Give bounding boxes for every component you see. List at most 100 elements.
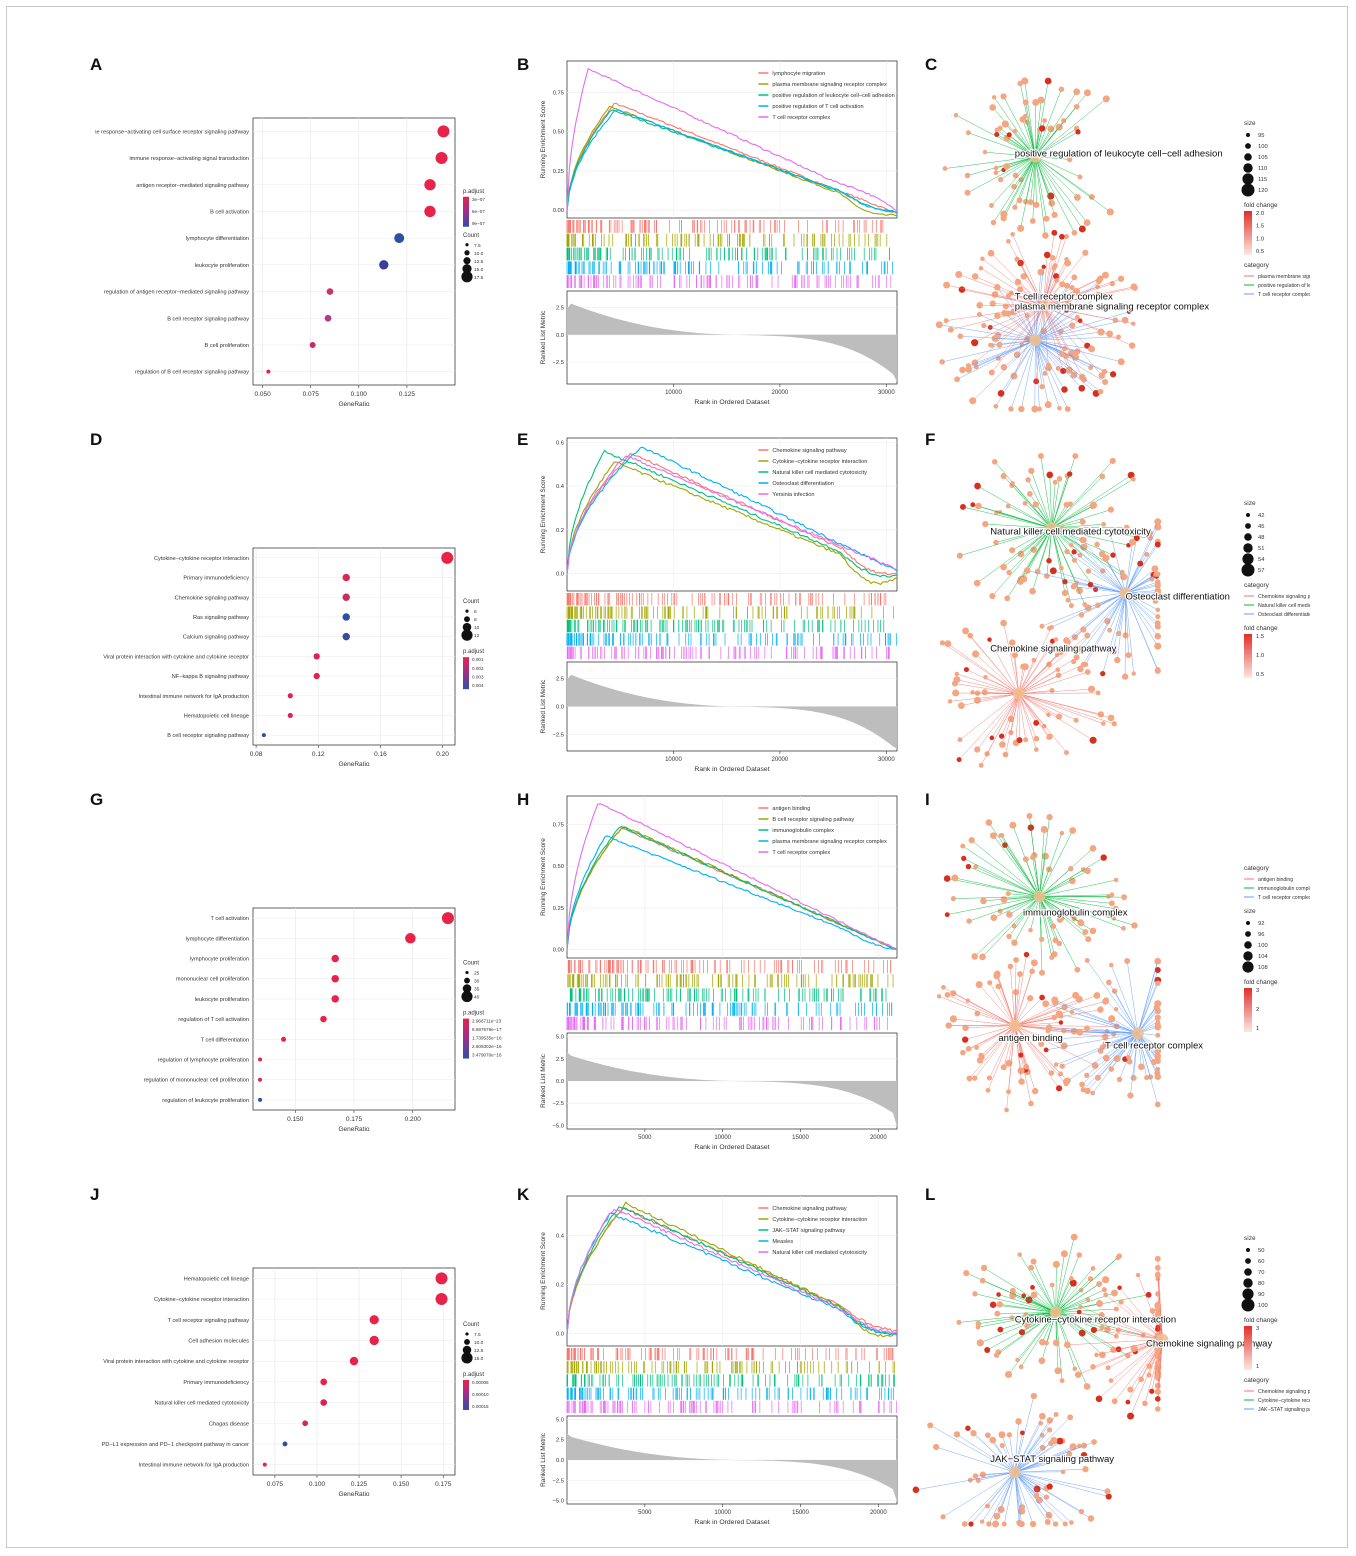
network-edge (996, 129, 1036, 157)
gene-node (979, 1519, 985, 1524)
network-edge (1051, 527, 1086, 605)
network-edge (1035, 340, 1049, 405)
panel-letter-e: E (517, 430, 529, 449)
network-edge (1105, 557, 1126, 594)
gene-node (1060, 367, 1067, 375)
network-edge (1032, 857, 1040, 897)
network-edge (942, 642, 1020, 694)
gene-node (1072, 1366, 1078, 1372)
network-edge (1055, 1312, 1114, 1350)
gene-node (1087, 581, 1094, 588)
gene-node (1044, 401, 1052, 409)
legend-tick: 10.0 (474, 251, 484, 257)
gene-node (1138, 1063, 1145, 1071)
network-edge (990, 305, 1044, 328)
network-edge (1073, 586, 1126, 594)
network-edge (1012, 483, 1052, 529)
data-point (424, 179, 436, 191)
x-tick-label: 20000 (772, 757, 789, 763)
gene-node (1030, 1392, 1038, 1400)
network-edge (1051, 527, 1075, 561)
gene-node (1074, 645, 1082, 653)
gene-node (965, 1425, 971, 1431)
network-edge (965, 1025, 1015, 1029)
gene-node (1113, 1306, 1119, 1312)
legend-tick: 54 (1258, 557, 1265, 563)
color-legend-bar (463, 196, 469, 227)
gene-node (1059, 565, 1064, 571)
network-edge (1108, 982, 1139, 1034)
network-edge (977, 1013, 1015, 1026)
x-tick-label: 0.125 (399, 391, 416, 398)
gene-node (1078, 1508, 1085, 1515)
gene-node (1035, 1496, 1043, 1504)
gene-node (1090, 1090, 1096, 1096)
category-label: B cell receptor signaling pathway (167, 316, 249, 322)
category-label: Ras signaling pathway (193, 615, 249, 621)
y-tick-label: 0.00 (553, 208, 564, 214)
network-edge (956, 1434, 1015, 1473)
network-edge (1032, 156, 1036, 222)
gene-node (1078, 225, 1086, 233)
network-edge (947, 878, 1040, 897)
size-legend-dot (464, 1339, 470, 1345)
network-edge (1035, 156, 1047, 219)
gene-node (1149, 1388, 1155, 1394)
legend-tick: 0.00005 (472, 1380, 489, 1385)
network-edge (1018, 693, 1050, 737)
network-edge (1014, 1025, 1065, 1047)
gene-node (1113, 877, 1119, 883)
gene-node (1006, 239, 1011, 244)
network-edge (991, 156, 1036, 206)
gene-node (1061, 117, 1067, 124)
network-edge (1014, 1025, 1117, 1027)
gene-node (1033, 1492, 1040, 1499)
gene-node (1097, 711, 1105, 718)
network-edge (1014, 896, 1040, 943)
legend-tick: 8 (474, 617, 477, 623)
network-edge (1035, 339, 1092, 350)
legend-tick: 8.697676e−17 (472, 1027, 502, 1032)
gene-node (1094, 1352, 1099, 1358)
legend-label: Measles (772, 1239, 793, 1245)
network-edge (1035, 319, 1126, 341)
network-edge (1035, 340, 1059, 369)
network-edge (967, 156, 1036, 193)
gene-node (1039, 1432, 1045, 1438)
gene-node (1114, 656, 1121, 664)
network-edge (1053, 570, 1126, 594)
network-edge (974, 306, 1044, 363)
legend-tick: 0.004 (472, 683, 484, 688)
network-edge (1051, 482, 1056, 529)
gene-node (1125, 652, 1132, 659)
x-axis-label: Rank in Ordered Dataset (694, 399, 769, 406)
gene-node (988, 342, 993, 348)
network-edge (963, 858, 1040, 897)
gene-node (1096, 1281, 1103, 1287)
network-edge (1051, 509, 1111, 529)
network-edge (975, 1293, 1056, 1313)
legend-label: plasma membrane signaling receptor compl… (1258, 274, 1310, 280)
network-edge (1043, 232, 1055, 307)
dotplot-chart-j: 0.075 0.100 0.125 0.150 0.175 Hematopoietic c… (102, 1267, 489, 1498)
gene-node (1108, 1015, 1116, 1023)
x-tick-label: 0.075 (303, 391, 320, 398)
network-edge (1003, 1025, 1016, 1068)
gene-node (1069, 542, 1074, 548)
gene-node (1137, 560, 1144, 567)
legend-tick: 2.966711e−23 (472, 1019, 502, 1024)
fold-change-bar (1244, 1326, 1252, 1370)
panel-letter-g: G (90, 790, 104, 809)
gene-node (1085, 1297, 1091, 1302)
gene-node (1057, 405, 1062, 411)
gene-node (994, 1310, 1001, 1317)
legend-tick: 12.5 (474, 259, 484, 265)
category-node (1131, 1027, 1144, 1040)
network-edge (992, 1440, 1016, 1473)
gene-node (1108, 900, 1115, 907)
network-edge (979, 305, 1044, 307)
network-edge (1035, 106, 1077, 157)
network-edge (995, 156, 1036, 173)
y-axis-label: Running Enrichment Score (540, 100, 547, 178)
network-edge (1055, 1303, 1100, 1313)
